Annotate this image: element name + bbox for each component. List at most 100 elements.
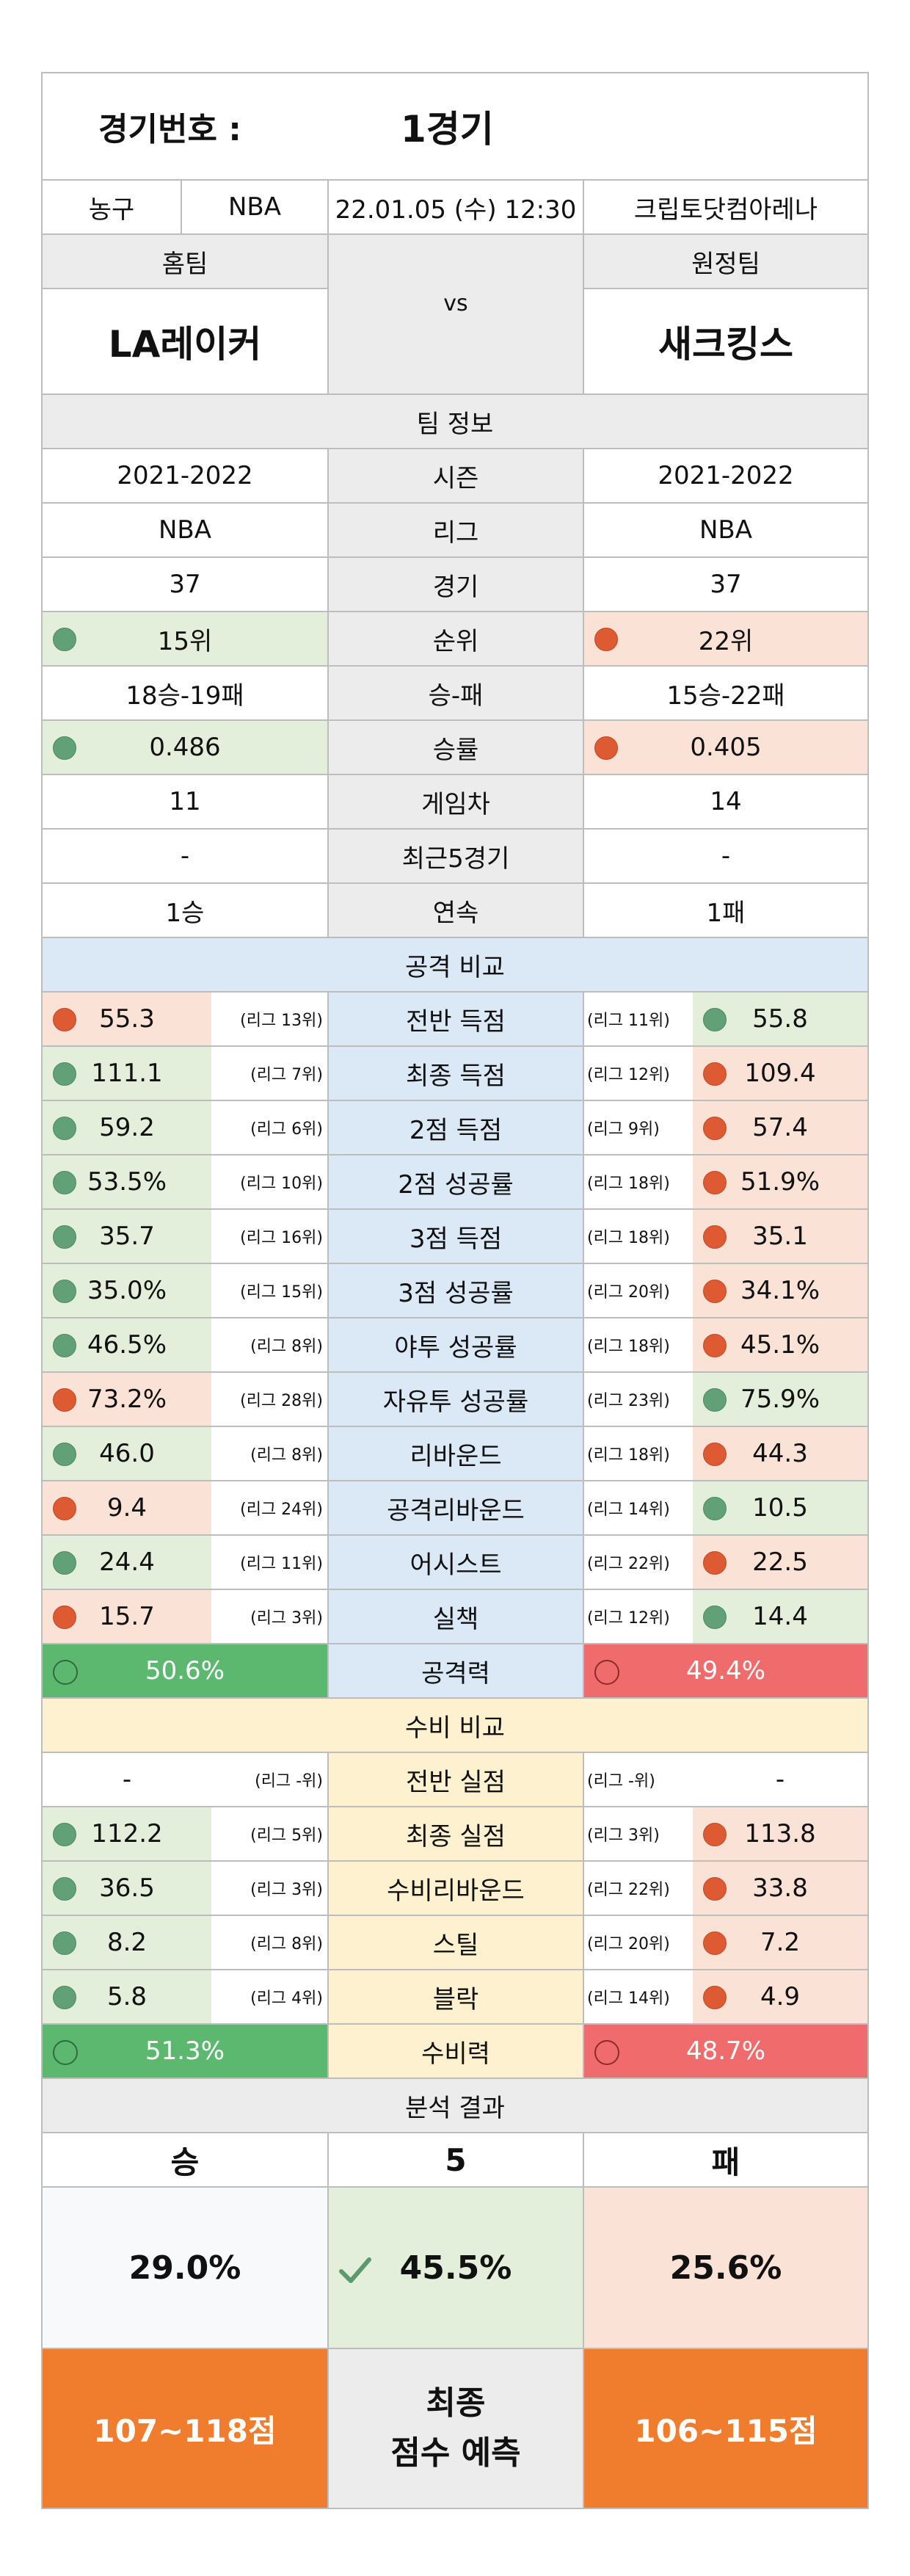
lose-label: 패 xyxy=(711,2144,740,2180)
home-league-rank: (리그 8위) xyxy=(250,1446,323,1465)
stat-row: 73.2% (리그 28위) 자유투 성공률 (리그 23위) 75.9% xyxy=(41,1371,869,1426)
home-indicator-dot xyxy=(53,1877,76,1901)
info-label-cell: 리그 xyxy=(327,502,583,556)
home-indicator-dot xyxy=(53,1008,76,1031)
final-label-line1: 최종 xyxy=(426,2384,486,2422)
away-rank-cell: (리그 22위) xyxy=(583,1860,693,1915)
home-rank-cell: (리그 8위) xyxy=(211,1317,327,1371)
stat-label-cell: 3점 성공률 xyxy=(327,1263,583,1317)
away-stat-cell: 51.9% xyxy=(693,1154,869,1208)
home-stat-cell: 112.2 xyxy=(41,1806,211,1860)
league-cell: NBA xyxy=(181,179,327,233)
info-label: 연속 xyxy=(432,898,479,928)
home-attack-power: 50.6% xyxy=(145,1656,225,1686)
away-indicator-dot xyxy=(703,1443,727,1466)
home-attack-power-cell: 50.6% xyxy=(41,1643,327,1697)
away-info-value: 0.405 xyxy=(690,733,762,762)
away-stat-cell: 109.4 xyxy=(693,1045,869,1100)
attack-section: 55.3 (리그 13위) 전반 득점 (리그 11위) 55.8 111.1 (리그 7위… xyxy=(41,991,869,1643)
away-league-rank: (리그 3위) xyxy=(587,1826,660,1845)
away-stat-value: 109.4 xyxy=(744,1059,816,1088)
stat-row: 59.2 (리그 6위) 2점 득점 (리그 9위) 57.4 xyxy=(41,1100,869,1154)
stat-row: 35.7 (리그 16위) 3점 득점 (리그 18위) 35.1 xyxy=(41,1208,869,1263)
defense-power-label-cell: 수비력 xyxy=(327,2023,583,2078)
home-stat-cell: 8.2 xyxy=(41,1915,211,1969)
team-info-row: 18승-19패 승-패 15승-22패 xyxy=(41,665,869,719)
home-indicator-dot xyxy=(53,1225,76,1249)
sport: 농구 xyxy=(88,195,135,225)
away-league-rank: (리그 18위) xyxy=(587,1338,670,1356)
win-pct: 29.0% xyxy=(128,2249,241,2287)
home-league-rank: (리그 5위) xyxy=(250,1826,323,1845)
away-league-rank: (리그 14위) xyxy=(587,1501,670,1519)
result-label-row: 승 5 패 xyxy=(41,2132,869,2186)
home-rank-cell: (리그 3위) xyxy=(211,1589,327,1643)
stat-label-cell: 자유투 성공률 xyxy=(327,1371,583,1426)
home-stat-value: 35.0% xyxy=(87,1276,167,1305)
away-rank-cell: (리그 20위) xyxy=(583,1263,693,1317)
title-row: 경기번호 : 1경기 xyxy=(41,72,869,179)
info-label: 최근5경기 xyxy=(401,843,510,874)
stat-label: 블락 xyxy=(432,1984,479,2014)
away-indicator-dot xyxy=(703,1986,727,2009)
draw-label-cell: 5 xyxy=(327,2132,583,2186)
team-info-row: NBA 리그 NBA xyxy=(41,502,869,556)
attack-title-row: 공격 비교 xyxy=(41,937,869,991)
away-info-value: 1패 xyxy=(706,898,746,928)
home-stat-cell: 59.2 xyxy=(41,1100,211,1154)
win-pct-cell: 29.0% xyxy=(41,2186,327,2348)
info-label-cell: 시즌 xyxy=(327,448,583,502)
away-stat-value: 35.1 xyxy=(752,1222,808,1251)
away-rank-cell: (리그 12위) xyxy=(583,1045,693,1100)
info-label: 시즌 xyxy=(432,463,479,493)
away-info-value: 37 xyxy=(710,570,742,599)
info-label: 승률 xyxy=(432,735,479,765)
away-info-value: NBA xyxy=(699,515,753,545)
vs-label: vs xyxy=(443,290,468,316)
away-team-cell: 새크킹스 xyxy=(583,288,869,393)
team-info-row: 1승 연속 1패 xyxy=(41,882,869,937)
away-stat-cell: 75.9% xyxy=(693,1371,869,1426)
home-rank-cell: (리그 7위) xyxy=(211,1045,327,1100)
home-info-value: 37 xyxy=(169,570,201,599)
home-league-rank: (리그 10위) xyxy=(240,1175,323,1193)
defense-power-label: 수비력 xyxy=(421,2039,490,2069)
away-stat-cell: 33.8 xyxy=(693,1860,869,1915)
result-title-row: 분석 결과 xyxy=(41,2078,869,2132)
away-league-rank: (리그 23위) xyxy=(587,1392,670,1410)
home-stat-cell: 111.1 xyxy=(41,1045,211,1100)
away-defense-power-cell: 48.7% xyxy=(583,2023,869,2078)
home-info-value: 0.486 xyxy=(149,733,221,762)
home-info-cell: NBA xyxy=(41,502,327,556)
home-defense-power-dot xyxy=(53,2040,78,2065)
home-indicator-dot xyxy=(53,1443,76,1466)
away-info-cell: 22위 xyxy=(583,611,869,665)
stat-label: 야투 성공률 xyxy=(394,1332,517,1363)
away-stat-cell: 4.9 xyxy=(693,1969,869,2023)
stat-row: 8.2 (리그 8위) 스틸 (리그 20위) 7.2 xyxy=(41,1915,869,1969)
away-league-rank: (리그 -위) xyxy=(587,1772,655,1790)
home-indicator-dot xyxy=(53,628,76,651)
away-league-rank: (리그 14위) xyxy=(587,1989,670,2008)
away-league-rank: (리그 12위) xyxy=(587,1066,670,1084)
away-league-rank: (리그 22위) xyxy=(587,1881,670,1899)
stat-row: 53.5% (리그 10위) 2점 성공률 (리그 18위) 51.9% xyxy=(41,1154,869,1208)
away-rank-cell: (리그 23위) xyxy=(583,1371,693,1426)
away-league-rank: (리그 20위) xyxy=(587,1935,670,1953)
home-rank-cell: (리그 24위) xyxy=(211,1480,327,1534)
home-info-value: NBA xyxy=(158,515,212,545)
away-rank-cell: (리그 22위) xyxy=(583,1534,693,1589)
away-info-cell: 14 xyxy=(583,774,869,828)
home-league-rank: (리그 4위) xyxy=(250,1989,323,2008)
home-attack-power-dot xyxy=(53,1660,78,1685)
home-rank-cell: (리그 5위) xyxy=(211,1806,327,1860)
home-league-rank: (리그 3위) xyxy=(250,1609,323,1628)
stat-label: 최종 실점 xyxy=(406,1821,506,1851)
home-league-rank: (리그 6위) xyxy=(250,1120,323,1139)
home-stat-cell: 35.7 xyxy=(41,1208,211,1263)
stat-label-cell: 2점 성공률 xyxy=(327,1154,583,1208)
stat-label: 어시스트 xyxy=(410,1550,502,1580)
away-stat-value: 4.9 xyxy=(760,1982,801,2011)
away-rank-cell: (리그 18위) xyxy=(583,1154,693,1208)
away-league-rank: (리그 18위) xyxy=(587,1175,670,1193)
